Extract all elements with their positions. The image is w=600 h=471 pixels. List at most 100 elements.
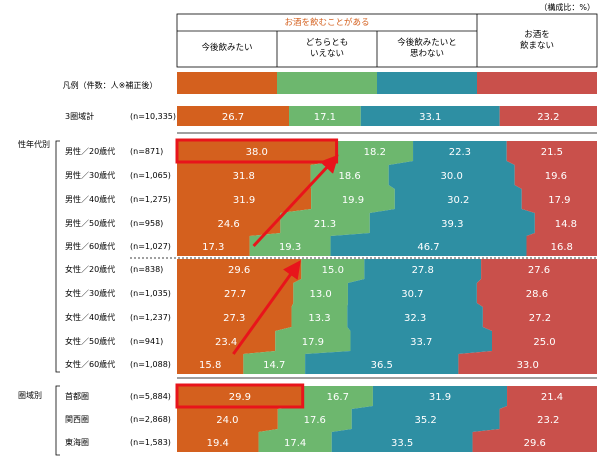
data-label: 17.6 [304, 415, 326, 426]
data-label: 17.1 [314, 112, 336, 123]
row-count: (n=871) [130, 147, 163, 156]
bar-segment-want [177, 283, 294, 303]
data-label: 27.8 [412, 265, 434, 276]
data-label: 14.7 [263, 360, 285, 371]
bracket-region [55, 385, 60, 456]
row-count: (n=5,884) [130, 392, 171, 401]
column-header-4: お酒を [524, 30, 550, 40]
data-label: 24.6 [218, 219, 240, 230]
bar-segment-none [507, 386, 597, 406]
data-label: 16.7 [327, 392, 349, 403]
bar-segment-want [177, 259, 302, 279]
data-label: 24.0 [216, 415, 238, 426]
row-count: (n=1,088) [130, 360, 171, 369]
data-label: 25.0 [533, 337, 555, 348]
bar-segment-neutral [258, 432, 332, 452]
connector-want [177, 303, 294, 307]
data-label: 23.2 [537, 112, 559, 123]
bar-segment-neutral [302, 386, 373, 406]
column-header-2: いえない [310, 49, 344, 59]
data-label: 29.6 [228, 265, 250, 276]
legend-swatch-want [177, 72, 277, 94]
bar-segment-want [177, 236, 250, 256]
data-label: 36.5 [371, 360, 393, 371]
connector-neutral [258, 429, 352, 432]
connector-none [526, 233, 597, 236]
bar-segment-none [506, 141, 597, 161]
row-count: (n=958) [130, 219, 163, 228]
connector-want [177, 209, 312, 213]
bar-segment-neutral [293, 283, 348, 303]
data-label: 15.0 [322, 265, 344, 276]
data-label: 26.7 [222, 112, 244, 123]
data-label: 33.1 [419, 112, 441, 123]
bar-segment-notwant [331, 432, 473, 452]
data-label: 17.9 [302, 337, 324, 348]
connector-neutral [249, 233, 370, 236]
row-label: 関西圏 [65, 415, 89, 424]
data-label: 17.9 [548, 195, 570, 206]
connector-want [177, 429, 278, 432]
connector-notwant [305, 351, 492, 354]
trend-arrow-female [232, 260, 301, 355]
bar-segment-notwant [372, 386, 508, 406]
bar-segment-none [499, 106, 597, 126]
row-count: (n=10,335) [130, 112, 176, 121]
data-label: 21.5 [541, 147, 563, 158]
data-label: 19.4 [207, 438, 229, 449]
bar-segment-want [177, 386, 303, 406]
highlight-box [175, 383, 305, 409]
bar-segment-neutral [311, 189, 395, 209]
connector-neutral [310, 185, 395, 189]
row-label: 女性／30歳代 [65, 288, 115, 298]
header-frame [176, 13, 598, 68]
data-label: 35.2 [415, 415, 437, 426]
connector-neutral [291, 303, 348, 307]
data-label: 19.9 [342, 195, 364, 206]
data-label: 39.3 [441, 219, 463, 230]
data-label: 23.4 [215, 337, 237, 348]
data-label: 21.4 [541, 392, 563, 403]
bar-segment-want [177, 213, 281, 233]
bar-segment-neutral [336, 141, 414, 161]
connector-notwant [330, 233, 535, 236]
connector-neutral [293, 279, 365, 283]
data-label: 31.9 [233, 195, 255, 206]
data-label: 15.8 [199, 360, 221, 371]
row-label: 女性／40歳代 [65, 312, 115, 322]
section-label-region: 圏域別 [18, 390, 42, 400]
bar-segment-neutral [291, 307, 348, 327]
legend-swatch-notwant [377, 72, 477, 94]
row-label: 女性／50歳代 [65, 336, 115, 346]
bar-segment-none [526, 236, 597, 256]
connector-none [506, 161, 597, 165]
legend-label: 凡例（件数：人※補正後） [63, 80, 158, 90]
bar-segment-neutral [277, 409, 352, 429]
data-label: 29.9 [229, 392, 251, 403]
data-label: 19.6 [545, 171, 567, 182]
connector-want [177, 233, 281, 236]
connector-none [476, 279, 597, 283]
connector-notwant [388, 185, 522, 189]
connector-none [476, 303, 597, 307]
column-header-3: 今後飲みたいと [397, 37, 457, 48]
data-label: 33.0 [517, 360, 539, 371]
row-label: 女性／60歳代 [65, 359, 115, 369]
data-label: 13.3 [308, 313, 330, 324]
connector-none [472, 429, 597, 432]
data-label: 19.3 [279, 242, 301, 253]
bar-segment-notwant [305, 354, 459, 374]
bar-segment-want [177, 331, 276, 351]
data-label: 29.6 [524, 438, 546, 449]
data-label: 33.5 [391, 438, 413, 449]
bar-segment-none [499, 409, 597, 429]
data-label: 27.3 [223, 313, 245, 324]
data-label: 28.6 [526, 289, 548, 300]
data-label: 32.3 [404, 313, 426, 324]
bar-segment-neutral [289, 106, 361, 126]
row-label: 男性／40歳代 [65, 194, 115, 204]
trend-arrow-male [252, 154, 339, 248]
bar-segment-neutral [249, 236, 331, 256]
